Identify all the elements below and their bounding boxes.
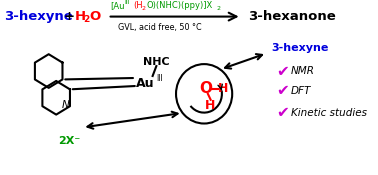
- Text: NMR: NMR: [291, 66, 315, 76]
- Text: GVL, acid free, 50 °C: GVL, acid free, 50 °C: [118, 23, 201, 32]
- Text: III: III: [124, 0, 130, 5]
- Text: 3-hexyne: 3-hexyne: [271, 43, 329, 53]
- Text: 2: 2: [216, 6, 220, 11]
- Text: Au: Au: [136, 77, 154, 90]
- Text: 2: 2: [83, 15, 90, 24]
- Text: +: +: [64, 10, 75, 23]
- Text: (H: (H: [133, 1, 143, 10]
- Text: H: H: [218, 82, 228, 95]
- Text: ✔: ✔: [276, 105, 289, 120]
- Text: DFT: DFT: [291, 86, 311, 96]
- FancyArrowPatch shape: [110, 13, 237, 20]
- Text: 2: 2: [141, 6, 146, 11]
- Text: NHC: NHC: [143, 57, 170, 67]
- Text: ✔: ✔: [276, 83, 289, 98]
- Text: 3-hexyne: 3-hexyne: [4, 10, 73, 23]
- Text: H: H: [75, 10, 86, 23]
- Text: [Au: [Au: [110, 1, 125, 10]
- Text: O: O: [200, 81, 212, 96]
- Text: O)(NHC)(ppy)]X: O)(NHC)(ppy)]X: [146, 1, 212, 10]
- Text: III: III: [156, 74, 163, 83]
- Text: Kinetic studies: Kinetic studies: [291, 108, 367, 118]
- Text: ✔: ✔: [276, 64, 289, 79]
- Text: H: H: [204, 99, 215, 112]
- Text: 3-hexanone: 3-hexanone: [248, 10, 336, 23]
- Text: N: N: [62, 100, 70, 110]
- Text: 2X⁻: 2X⁻: [58, 136, 80, 146]
- Text: O: O: [89, 10, 100, 23]
